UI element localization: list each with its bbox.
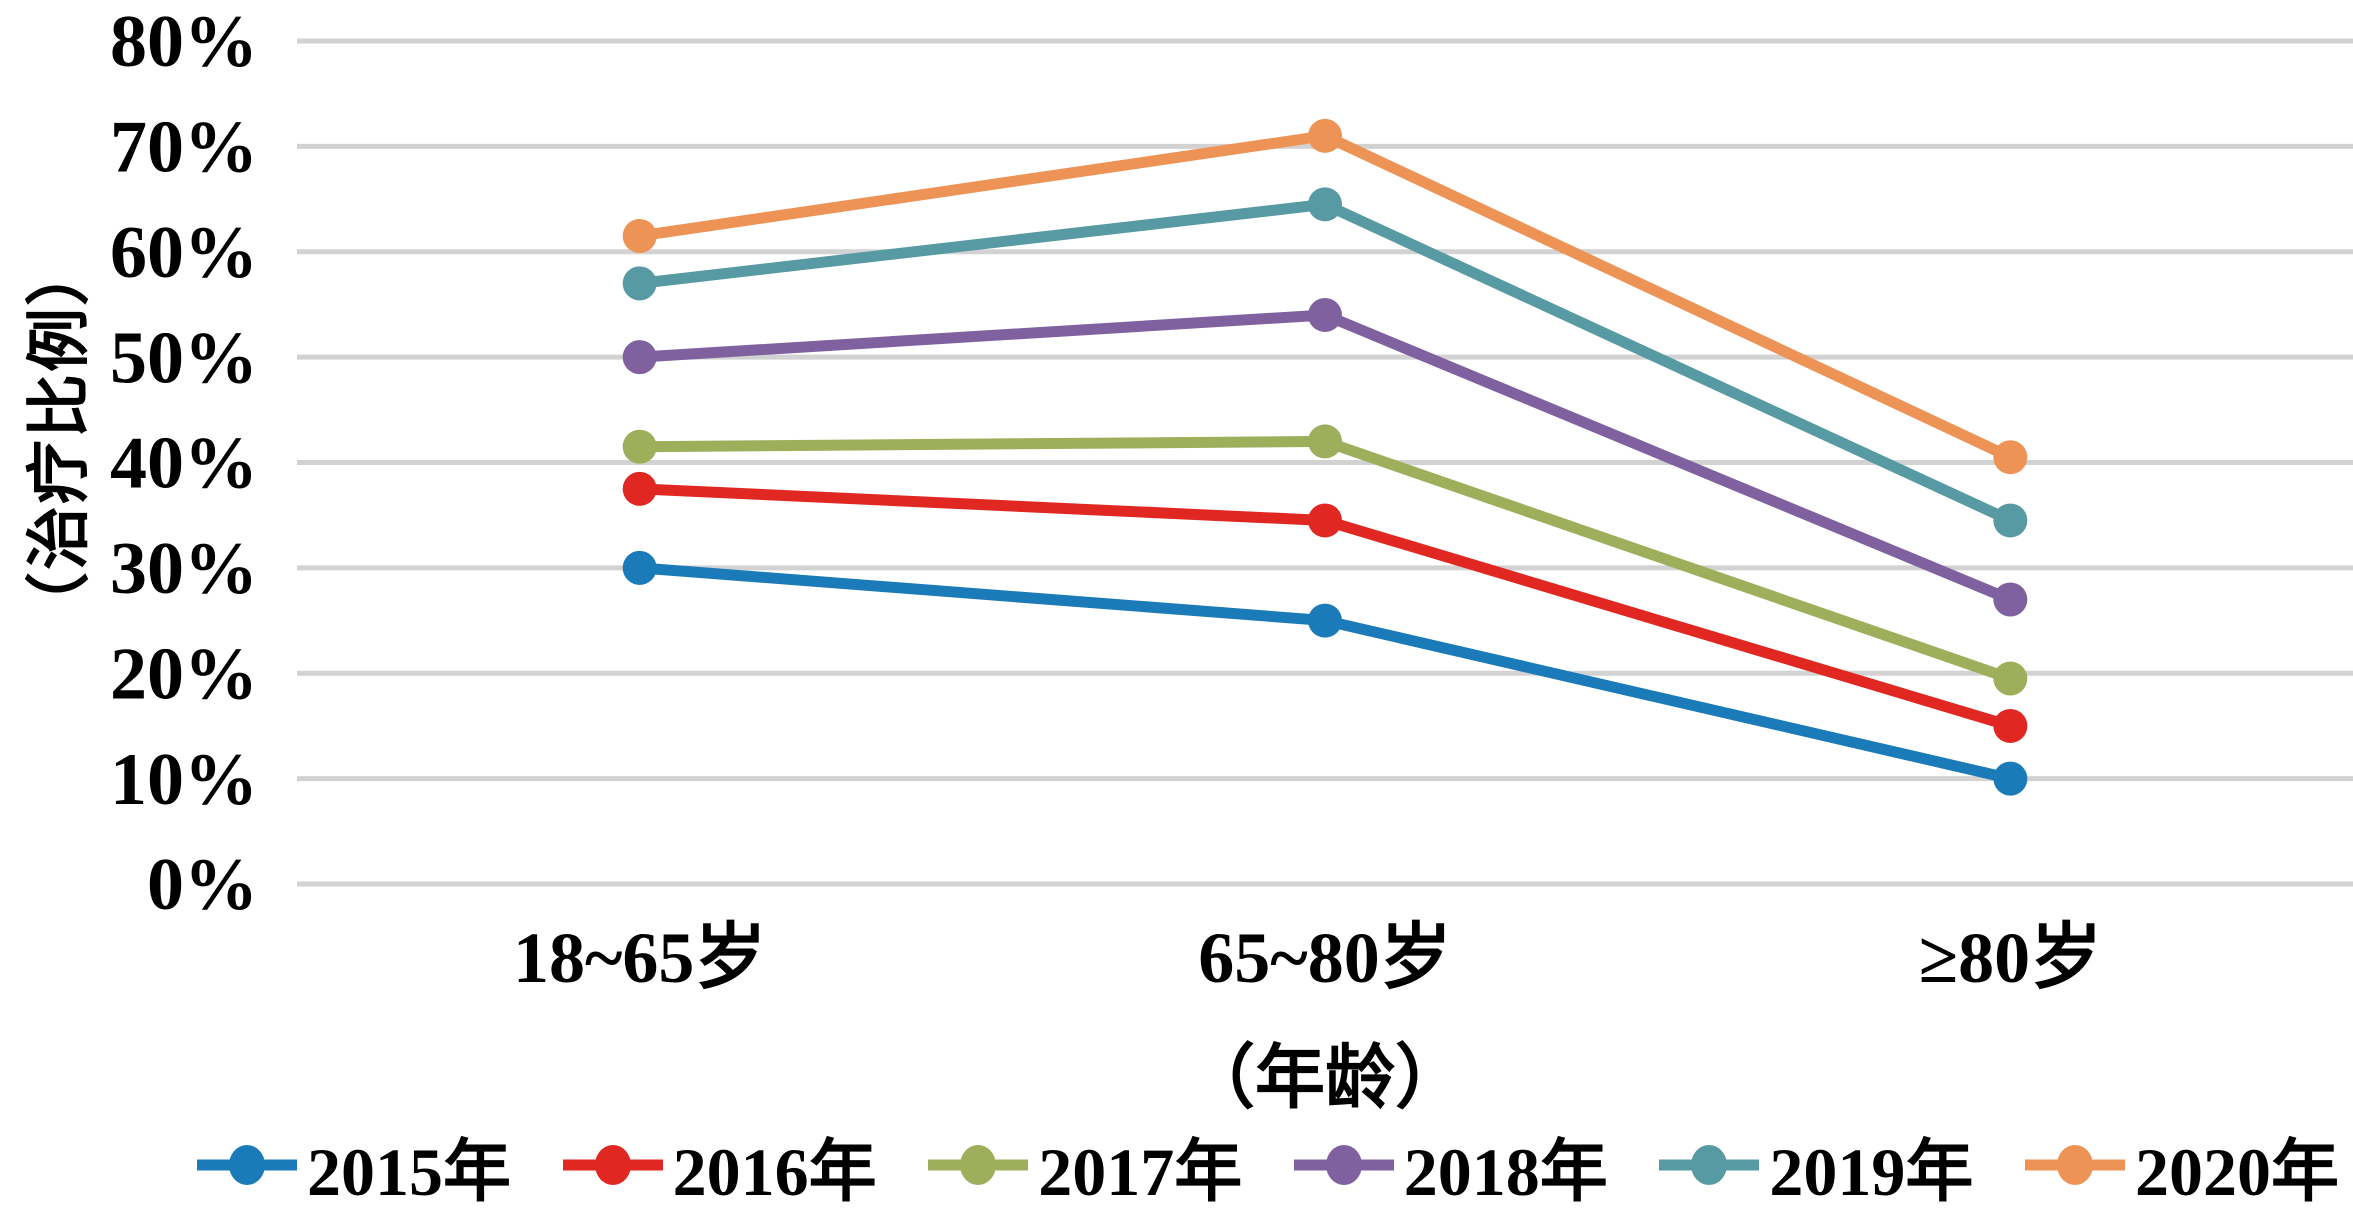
data-point-2018年-≥80岁 (1993, 582, 2028, 617)
legend-item-2018年: 2018年 (1292, 1116, 1608, 1215)
legend-item-2015年: 2015年 (195, 1116, 511, 1215)
data-point-2015年-≥80岁 (1993, 761, 2028, 796)
legend-marker-icon (928, 1145, 1029, 1185)
y-tick-label-30%: 30% (110, 528, 258, 610)
data-point-2018年-18~65岁 (622, 340, 657, 375)
y-tick-label-20%: 20% (110, 633, 258, 715)
x-tick-label-65~80岁: 65~80岁 (1198, 918, 1451, 998)
data-point-2017年-18~65岁 (622, 429, 657, 464)
legend-marker-icon (562, 1145, 663, 1185)
data-point-2016年-65~80岁 (1308, 503, 1342, 538)
series-line-2020年 (634, 130, 2016, 463)
y-tick-label-40%: 40% (110, 423, 258, 505)
legend-label: 2018年 (1403, 1133, 1608, 1210)
y-tick-label-70%: 70% (110, 107, 258, 189)
legend-label: 2016年 (672, 1133, 877, 1210)
data-point-2019年-65~80岁 (1308, 187, 1342, 222)
data-point-2020年-≥80岁 (1993, 440, 2028, 475)
legend-label: 2020年 (2134, 1133, 2339, 1210)
legend-item-2016年: 2016年 (561, 1116, 877, 1215)
legend-label: 2015年 (307, 1133, 512, 1210)
legend-marker-icon (1659, 1145, 1760, 1185)
legend-marker-icon (197, 1145, 297, 1185)
legend-item-2020年: 2020年 (2023, 1116, 2339, 1215)
y-tick-label-10%: 10% (110, 739, 258, 821)
data-point-2020年-65~80岁 (1308, 118, 1342, 153)
data-point-2017年-65~80岁 (1308, 424, 1342, 459)
series-line-2017年 (634, 435, 2016, 685)
data-point-2015年-18~65岁 (622, 550, 657, 585)
legend: 2015年 2016年 2017年 2018年 2019年 2020年 (195, 1126, 2339, 1210)
y-tick-label-0%: 0% (147, 844, 258, 926)
data-point-2019年-18~65岁 (622, 266, 657, 301)
legend-label: 2019年 (1769, 1133, 1974, 1210)
data-point-2015年-65~80岁 (1308, 603, 1342, 638)
legend-marker-icon (1293, 1145, 1394, 1185)
data-point-2017年-≥80岁 (1993, 661, 2028, 696)
data-point-2020年-18~65岁 (622, 218, 657, 253)
x-tick-label-18~65岁: 18~65岁 (513, 918, 766, 998)
y-tick-label-80%: 80% (110, 1, 258, 83)
legend-item-2017年: 2017年 (926, 1116, 1242, 1215)
data-point-2016年-≥80岁 (1993, 708, 2028, 743)
x-axis-title: （年龄） (1185, 1040, 1465, 1118)
legend-label: 2017年 (1038, 1133, 1243, 1210)
data-point-2016年-18~65岁 (622, 471, 657, 506)
y-tick-label-50%: 50% (110, 317, 258, 399)
data-point-2018年-65~80岁 (1308, 297, 1342, 332)
legend-marker-icon (2024, 1145, 2125, 1185)
x-tick-label-≥80岁: ≥80岁 (1919, 918, 2103, 998)
y-tick-label-60%: 60% (110, 212, 258, 294)
legend-item-2019年: 2019年 (1657, 1116, 1973, 1215)
data-point-2019年-≥80岁 (1993, 503, 2028, 538)
